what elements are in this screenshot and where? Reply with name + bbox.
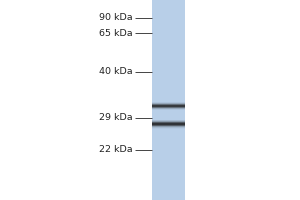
Bar <box>152 109 184 110</box>
Bar <box>152 122 184 123</box>
Bar <box>152 119 184 120</box>
Bar <box>152 128 184 129</box>
Text: 29 kDa: 29 kDa <box>99 114 133 122</box>
Bar <box>152 102 184 103</box>
Text: 65 kDa: 65 kDa <box>99 28 133 38</box>
Bar <box>152 0 184 200</box>
Bar <box>152 121 184 122</box>
Bar <box>152 120 184 121</box>
Text: 40 kDa: 40 kDa <box>99 68 133 76</box>
Bar <box>152 106 184 107</box>
Bar <box>152 123 184 124</box>
Bar <box>152 103 184 104</box>
Text: 22 kDa: 22 kDa <box>99 146 133 154</box>
Bar <box>152 126 184 127</box>
Bar <box>152 105 184 106</box>
Bar <box>152 125 184 126</box>
Bar <box>152 124 184 125</box>
Bar <box>152 108 184 109</box>
Bar <box>152 107 184 108</box>
Bar <box>152 104 184 105</box>
Text: 90 kDa: 90 kDa <box>99 14 133 22</box>
Bar <box>152 127 184 128</box>
